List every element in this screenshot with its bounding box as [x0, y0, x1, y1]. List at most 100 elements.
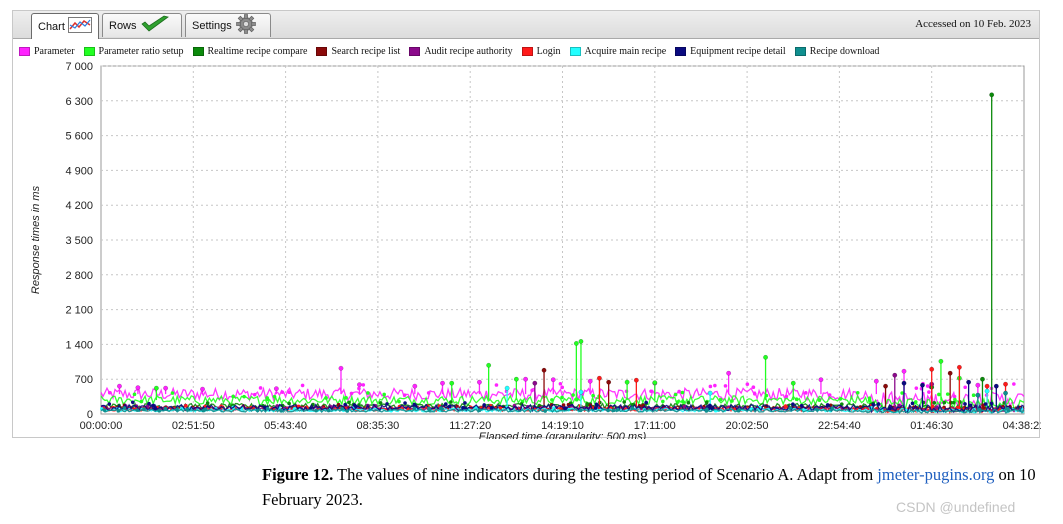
series-point: [142, 407, 146, 411]
series-point: [900, 391, 904, 395]
series-point: [560, 385, 565, 390]
legend-swatch: [316, 46, 328, 56]
watermark: CSDN @undefined: [896, 499, 1016, 515]
series-point: [550, 398, 554, 402]
series-point: [827, 393, 832, 397]
legend-swatch: [794, 46, 806, 56]
series-point: [147, 401, 151, 406]
series-point: [561, 403, 566, 407]
series-point: [763, 354, 769, 360]
series-point: [677, 389, 681, 394]
series-point: [361, 383, 366, 387]
series-point: [153, 385, 159, 391]
tab-rows[interactable]: Rows: [102, 13, 182, 37]
series-point: [273, 386, 279, 392]
x-tick-label: 11:27:20: [449, 420, 491, 432]
series-point: [357, 386, 361, 391]
series-point: [1005, 407, 1010, 411]
series-point: [573, 340, 579, 346]
series-point: [596, 375, 602, 381]
series-point: [587, 378, 593, 384]
y-tick-label: 7 000: [65, 61, 93, 73]
series-point: [578, 338, 584, 344]
series-point: [966, 379, 972, 385]
series-point: [633, 377, 639, 383]
series-point: [791, 402, 795, 406]
x-tick-label: 04:38:21: [1003, 420, 1041, 432]
series-point: [489, 406, 494, 410]
y-tick-label: 4 200: [65, 200, 93, 212]
series-point: [855, 390, 860, 395]
x-tick-label: 22:54:40: [818, 420, 861, 432]
tab-chart[interactable]: Chart: [31, 13, 99, 39]
tab-rows-label: Rows: [109, 19, 137, 32]
series-point: [265, 396, 269, 400]
legend-item: Parameter ratio setup: [83, 46, 184, 57]
series-point: [476, 379, 482, 385]
series-point: [984, 383, 990, 389]
series-point: [107, 402, 112, 406]
series-point: [170, 391, 175, 395]
series-point: [804, 391, 808, 395]
figure-caption: Figure 12. The values of nine indicators…: [262, 462, 1057, 512]
series-point: [498, 406, 502, 410]
series-point: [736, 408, 741, 413]
series-point: [265, 406, 270, 411]
legend-item: Parameter: [19, 46, 75, 57]
series-point: [163, 406, 168, 411]
series-point: [814, 407, 819, 412]
accessed-date: Accessed on 10 Feb. 2023: [915, 18, 1031, 30]
series-point: [385, 402, 389, 406]
x-tick-label: 00:00:00: [80, 420, 123, 432]
series-point: [622, 400, 627, 404]
legend-item: Equipment recipe detail: [675, 46, 786, 57]
legend-swatch: [569, 46, 581, 56]
series-point: [132, 392, 137, 397]
series-point: [184, 404, 188, 408]
series-point: [482, 403, 487, 407]
series-point: [153, 406, 157, 411]
series-point: [938, 358, 944, 364]
source-link[interactable]: jmeter-pugins.org: [877, 465, 995, 484]
legend-swatch: [409, 46, 421, 56]
series-point: [951, 400, 956, 405]
series-point: [449, 400, 453, 404]
series-point: [977, 407, 982, 412]
caption-text: The values of nine indicators during the…: [337, 465, 874, 484]
legend-label: Realtime recipe compare: [207, 45, 308, 57]
series-point: [1012, 382, 1016, 386]
tab-settings[interactable]: Settings: [185, 13, 271, 37]
series-point: [287, 401, 291, 406]
legend-swatch: [192, 46, 204, 56]
series-point: [356, 382, 362, 388]
series-point: [764, 393, 769, 398]
series-point: [929, 366, 935, 372]
series-point: [560, 395, 564, 400]
series-point: [914, 386, 919, 390]
series-point: [708, 384, 713, 389]
series-point: [585, 402, 589, 406]
series-point: [606, 379, 612, 385]
series-point: [981, 406, 986, 410]
series-point: [571, 393, 575, 397]
legend-label: Acquire main recipe: [584, 45, 667, 57]
legend-label: Parameter: [34, 45, 75, 57]
series-point: [463, 401, 467, 405]
series-point: [494, 383, 499, 387]
series-point: [661, 399, 665, 404]
series-point: [838, 397, 843, 401]
series-point: [968, 403, 973, 408]
series-point: [1003, 390, 1008, 396]
series-point: [122, 406, 127, 410]
tab-settings-label: Settings: [192, 19, 232, 32]
x-tick-label: 01:46:30: [910, 420, 953, 432]
legend-label: Recipe download: [809, 45, 880, 57]
series-point: [704, 400, 709, 405]
y-tick-label: 4 900: [65, 165, 93, 177]
x-tick-label: 20:02:50: [726, 420, 769, 432]
y-tick-label: 1 400: [65, 339, 93, 351]
series-point: [676, 400, 680, 404]
series-point: [541, 367, 547, 373]
y-tick-label: 700: [75, 374, 93, 386]
x-tick-label: 02:51:50: [172, 420, 215, 432]
